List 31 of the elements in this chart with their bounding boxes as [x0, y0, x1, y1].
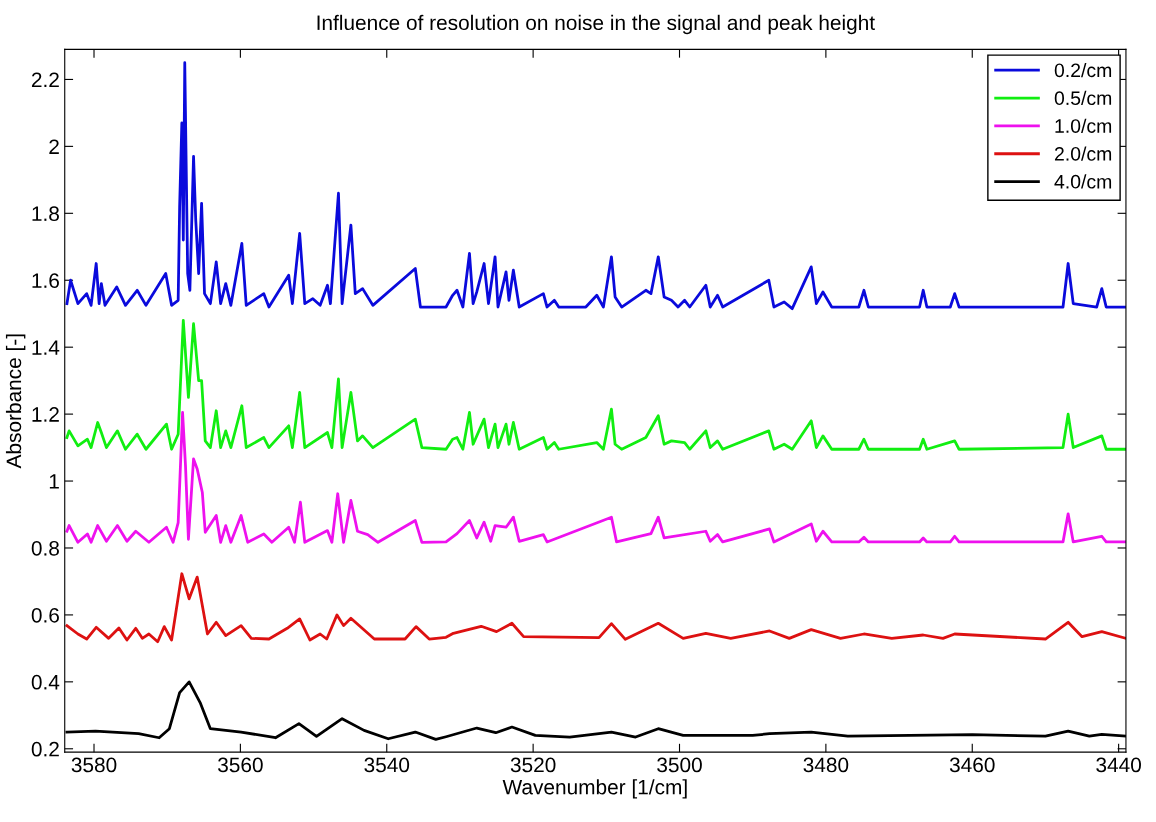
line-series [65, 411, 1126, 544]
x-tick-label: 3560 [218, 757, 263, 773]
x-axis-title: Wavenumber [1/cm] [502, 779, 687, 799]
legend-label: 2.0/cm [1054, 146, 1112, 161]
y-tick-label: 1.2 [32, 407, 59, 422]
y-tick-label: 2 [49, 139, 59, 154]
x-tick-label: 3480 [803, 757, 849, 773]
x-tick-label: 3440 [1096, 757, 1141, 773]
line-series [65, 319, 1126, 451]
y-tick-label: 1.4 [32, 340, 60, 355]
y-tick-label: 0.6 [31, 607, 59, 623]
x-tick-label: 3500 [657, 757, 702, 773]
y-axis-title: Absorbance [-] [5, 334, 26, 469]
y-tick-label: 1 [49, 474, 59, 489]
x-tick-label: 3460 [949, 757, 995, 773]
x-tick-label: 3580 [71, 757, 117, 773]
line-series [65, 572, 1126, 644]
y-tick-label: 1.8 [32, 206, 59, 222]
legend-label: 4.0/cm [1054, 174, 1112, 189]
y-tick-label: 2.2 [31, 72, 59, 87]
legend-label: 0.5/cm [1054, 90, 1112, 106]
legend-label: 1.0/cm [1055, 118, 1112, 133]
y-tick-label: 1.6 [32, 273, 59, 288]
y-tick-label: 0.2 [31, 741, 59, 757]
line-series [65, 61, 1126, 311]
legend-label: 0.2/cm [1054, 62, 1112, 78]
chart-title: Influence of resolution on noise in the signal and peak height [317, 14, 875, 35]
y-tick-label: 0.8 [31, 540, 59, 556]
x-tick-label: 3520 [510, 757, 556, 773]
x-tick-label: 3540 [364, 757, 410, 773]
y-tick-label: 0.4 [31, 674, 60, 690]
